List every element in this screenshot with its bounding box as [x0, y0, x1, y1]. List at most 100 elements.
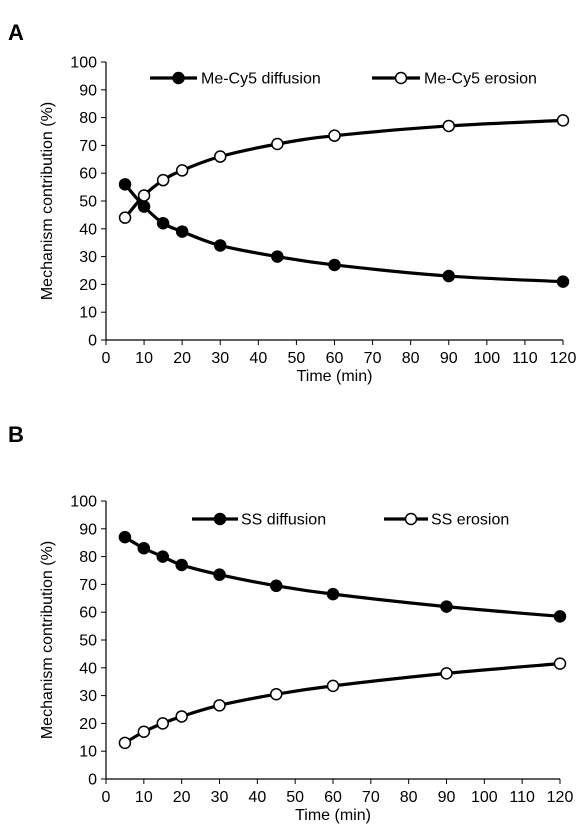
- data-point-open: [156, 173, 170, 187]
- x-tick-label: 10: [135, 789, 153, 806]
- series-line: [124, 662, 561, 745]
- series-diffusion: [118, 178, 570, 288]
- y-tick-label: 70: [79, 577, 97, 594]
- data-point-open: [326, 679, 340, 693]
- data-point-open: [328, 129, 341, 142]
- data-point-filled: [270, 579, 283, 593]
- data-point-filled: [156, 550, 169, 563]
- data-point-open: [271, 137, 284, 151]
- x-tick-label: 120: [550, 350, 577, 367]
- y-tick-label: 40: [79, 660, 97, 677]
- data-point-open: [556, 114, 570, 127]
- data-point-open: [214, 150, 227, 163]
- data-point-open: [442, 119, 455, 133]
- x-tick-label: 20: [173, 350, 191, 367]
- data-point-filled: [156, 216, 170, 230]
- data-point-filled: [553, 610, 567, 623]
- legend-label: Me-Cy5 diffusion: [201, 71, 321, 88]
- data-point-open: [156, 717, 169, 730]
- x-tick-label: 70: [364, 350, 382, 367]
- legend-marker-filled: [172, 71, 185, 85]
- panel-a: A 0 10 20 30 40 50 60 70 80 90 100 0 10 20 30 40 50 60 70 80…: [8, 20, 576, 385]
- data-point-filled: [213, 568, 226, 581]
- y-tick-label: 20: [79, 277, 97, 294]
- data-point-filled: [326, 587, 340, 601]
- data-point-filled: [214, 239, 227, 252]
- x-tick-label: 50: [288, 350, 306, 367]
- legend-entry: Me-Cy5 erosion: [372, 71, 537, 88]
- x-axis-title: Time (min): [297, 368, 373, 385]
- data-point-filled: [175, 225, 189, 238]
- panel-b: B 0 10 20 30 40 50 60 70 80 90 100 0 10 20 30 40 50 60 70 80…: [8, 422, 573, 824]
- x-tick-label: 120: [547, 789, 574, 806]
- data-point-filled: [442, 269, 455, 283]
- x-tick-label: 60: [326, 350, 344, 367]
- y-tick-label: 0: [88, 772, 97, 789]
- data-point-open: [118, 736, 132, 750]
- y-tick-label: 70: [79, 138, 97, 155]
- data-point-open: [270, 687, 283, 701]
- x-tick-label: 0: [102, 789, 111, 806]
- data-point-open: [137, 189, 151, 202]
- y-tick-label: 20: [79, 716, 97, 733]
- x-tick-label: 60: [324, 789, 342, 806]
- data-point-open: [137, 725, 151, 738]
- series-erosion: [118, 114, 570, 224]
- data-point-filled: [271, 250, 284, 263]
- y-tick-label: 60: [79, 166, 97, 183]
- y-tick-label: 90: [79, 521, 97, 538]
- y-tick-label: 100: [70, 55, 97, 72]
- panel-letter: B: [8, 422, 24, 447]
- y-tick-label: 10: [79, 305, 97, 322]
- legend-label: Me-Cy5 erosion: [424, 71, 537, 88]
- data-point-filled: [137, 542, 151, 555]
- x-tick-label: 20: [173, 789, 191, 806]
- legend-label: SS erosion: [431, 512, 509, 529]
- series-line: [124, 535, 561, 618]
- y-axis-title: Mechanism contribution (%): [39, 102, 56, 300]
- legend-entry: SS diffusion: [192, 512, 326, 529]
- data-point-open: [213, 699, 226, 712]
- series-erosion: [118, 657, 567, 750]
- data-point-open: [175, 164, 189, 177]
- legend-marker-filled: [213, 512, 227, 526]
- y-tick-label: 80: [79, 110, 97, 127]
- data-point-filled: [118, 530, 132, 544]
- data-point-open: [118, 211, 132, 224]
- legend-marker-open: [404, 512, 418, 526]
- series-diffusion: [118, 530, 567, 623]
- data-point-open: [553, 657, 567, 670]
- data-point-open: [175, 710, 188, 723]
- y-tick-label: 30: [79, 249, 97, 266]
- legend-marker-open: [394, 71, 408, 85]
- legend-label: SS diffusion: [241, 512, 326, 529]
- y-tick-label: 80: [79, 549, 97, 566]
- x-tick-label: 30: [211, 350, 229, 367]
- x-axis-title: Time (min): [295, 807, 371, 824]
- x-tick-label: 10: [135, 350, 153, 367]
- x-tick-label: 40: [249, 350, 267, 367]
- panel-letter: A: [8, 20, 24, 45]
- y-tick-label: 40: [79, 221, 97, 238]
- x-tick-label: 50: [286, 789, 304, 806]
- legend-entry: SS erosion: [384, 512, 509, 529]
- x-tick-label: 0: [102, 350, 111, 367]
- data-point-filled: [175, 558, 188, 572]
- x-tick-label: 100: [473, 350, 500, 367]
- legend-entry: Me-Cy5 diffusion: [150, 71, 321, 88]
- x-tick-label: 30: [211, 789, 229, 806]
- x-tick-label: 80: [400, 789, 418, 806]
- y-tick-label: 0: [88, 333, 97, 350]
- x-tick-label: 90: [438, 789, 456, 806]
- data-point-filled: [118, 178, 132, 191]
- y-tick-label: 90: [79, 82, 97, 99]
- x-tick-label: 110: [509, 789, 535, 806]
- data-point-filled: [556, 275, 570, 288]
- data-point-filled: [440, 600, 453, 613]
- x-tick-label: 110: [512, 350, 538, 367]
- x-tick-label: 100: [471, 789, 498, 806]
- y-tick-label: 50: [79, 633, 97, 650]
- x-tick-label: 70: [362, 789, 380, 806]
- y-tick-label: 10: [79, 744, 97, 761]
